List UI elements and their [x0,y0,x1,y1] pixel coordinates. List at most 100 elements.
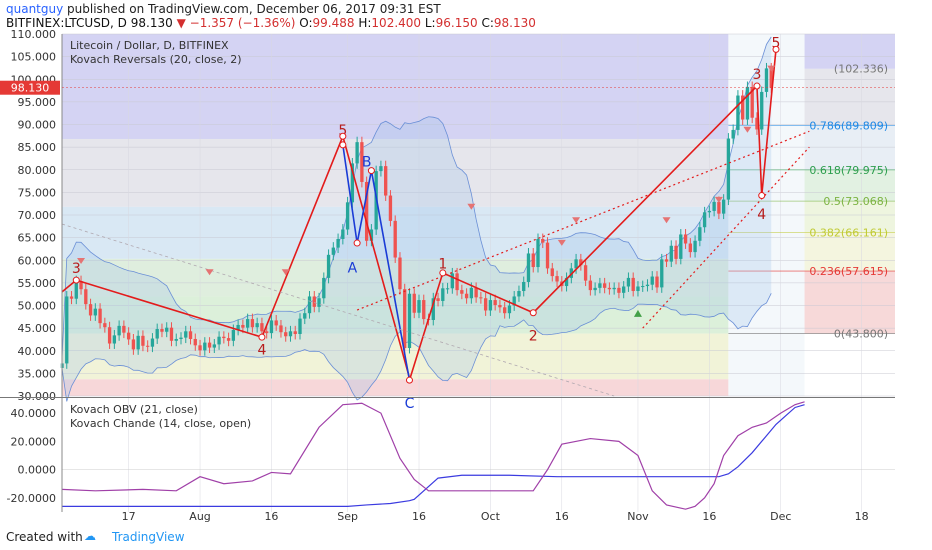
candle-body [588,280,593,291]
candle-body [764,68,769,92]
x-tick-label: 16 [555,510,569,523]
candle-body [312,296,316,307]
candle-body [174,338,178,341]
candle-body [717,201,721,214]
candle-body [531,253,535,268]
candle-body [93,308,97,316]
y-tick-label: 75.000 [18,186,57,199]
tradingview-logo-icon: ☁ [84,529,96,543]
candle-body [441,288,445,301]
change-value: −1.357 (−1.36%) [189,16,296,30]
candle-body [593,287,597,291]
sell-signal-icon [557,239,566,246]
candle-body [146,345,150,347]
fib-zone [804,271,895,334]
wave-label: C [405,396,415,412]
candle-body [726,138,731,200]
x-tick-label: Nov [627,510,649,523]
candle-body [136,335,140,350]
high-value: 102.400 [371,16,422,30]
candle-body [184,331,188,338]
chande-legend: Kovach Chande (14, close, open) [70,417,251,430]
price-tag-label: 98.130 [11,82,50,95]
sell-signal-icon [205,269,214,276]
candle-body [165,327,169,332]
candle-body [331,247,335,255]
chart-legend-title: Litecoin / Dollar, D, BITFINEX [70,39,229,52]
symbol-label: BITFINEX:LTCUSD, D [6,16,127,30]
envelope-fill [62,36,772,402]
candle-body [488,300,493,311]
candle-body [617,287,621,293]
candle-body [384,166,388,196]
candle-body [250,319,255,328]
candle-body [674,245,678,259]
x-tick-label: 17 [122,510,136,523]
pivot-marker [405,376,413,384]
y-tick-label: 95.000 [18,96,57,109]
candle-body [550,268,554,277]
x-tick-label: 16 [702,510,716,523]
buy-signal-icon [633,309,642,317]
pivot-marker [339,141,347,149]
y-tick-label: 60.000 [18,254,57,267]
candle-body [317,298,321,307]
fib-label: 0.236(57.615) [809,265,888,278]
price-tag [0,80,60,95]
candle-body [545,242,550,269]
candle-body [517,291,521,297]
candle-body [303,313,307,319]
y-tick-label: 110.000 [11,28,57,41]
y-tick-label: 70.000 [18,209,57,222]
x-tick-label: Oct [481,510,501,523]
fib-zone [804,201,895,233]
candle-body [698,227,702,241]
candle-body [88,304,93,316]
candle-body [103,323,107,328]
candle-body [445,288,450,290]
candle-body [579,259,583,266]
candle-body [622,286,626,293]
obv-legend: Kovach OBV (21, close) [70,403,198,416]
author-link[interactable]: quantguy [6,2,64,16]
candle-body [474,287,478,298]
candle-body [350,163,355,203]
pivot-marker [258,333,266,341]
candle-body [431,298,435,320]
candle-body [203,342,207,351]
candle-body [417,300,421,313]
footer-text: Created with [6,530,83,544]
pivot-marker [758,192,766,200]
envelope-upper [61,36,772,359]
y-tick-label: 85.000 [18,141,57,154]
candle-body [769,68,773,88]
candle-body [760,91,764,130]
y-tick-label: 65.000 [18,232,57,245]
candle-body [155,329,159,339]
candle-body [607,287,612,290]
candle-body [169,327,174,341]
candle-body [341,229,345,239]
fib-zone [804,232,895,272]
footer-brand[interactable]: TradingView [112,530,185,544]
sell-signal-icon [743,126,752,133]
candle-body [112,335,117,344]
ohlc-line: BITFINEX:LTCUSD, D 98.130 ▼ −1.357 (−1.3… [6,16,536,30]
zone-band [62,138,729,207]
chart-canvas[interactable]: 0.786(89.809) 0.618(79.975) 0.5(73.068) 0.3… [0,0,932,524]
indicator-legend: Kovach Reversals (20, close, 2) [70,53,242,66]
candle-body [602,283,607,288]
candle-body [222,336,226,339]
chande-line [61,401,805,510]
candle-body [564,277,569,287]
candle-body [284,332,288,337]
correction-wave-line [342,144,411,381]
candle-body [664,259,669,262]
candle-body [702,212,707,228]
candle-body [398,257,402,290]
candle-body [141,335,145,346]
candle-body [288,331,293,337]
candle-body [265,331,269,334]
pivot-marker [772,45,780,53]
candle-body [379,166,383,172]
